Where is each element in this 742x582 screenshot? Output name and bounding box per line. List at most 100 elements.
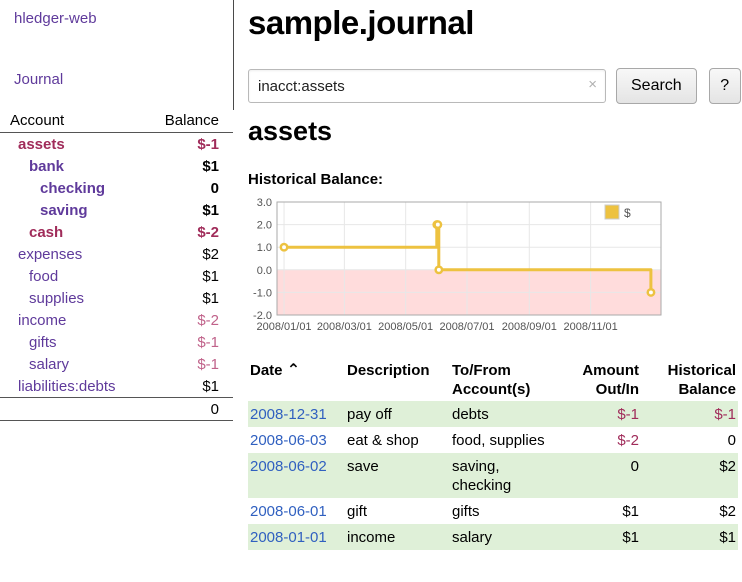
account-balance: $2 <box>202 245 219 263</box>
account-link[interactable]: salary <box>29 355 70 373</box>
account-row: food $1 <box>0 265 233 287</box>
col-amount[interactable]: Amount Out/In <box>582 362 639 398</box>
accounts-header-balance: Balance <box>164 112 219 129</box>
account-link[interactable]: assets <box>18 135 65 153</box>
transaction-balance: 0 <box>727 431 736 449</box>
transaction-date-link[interactable]: 2008-06-01 <box>250 502 327 520</box>
svg-text:-2.0: -2.0 <box>253 310 272 322</box>
account-link[interactable]: expenses <box>18 245 83 263</box>
register-table: Date ⌃ Description To/From Account(s) Am… <box>248 359 738 550</box>
search-button[interactable]: Search <box>616 68 697 104</box>
account-link[interactable]: cash <box>29 223 64 241</box>
transaction-date-link[interactable]: 2008-01-01 <box>250 528 327 546</box>
col-balance[interactable]: Historical Balance <box>667 362 736 398</box>
account-row: assets $-1 <box>0 133 233 155</box>
col-description[interactable]: Description <box>347 362 430 379</box>
transaction-accounts: salary <box>452 528 493 546</box>
account-link[interactable]: income <box>18 311 67 329</box>
accounts-rows: assets $-1 bank $1 checking 0 saving $1 … <box>0 133 233 397</box>
svg-text:2008/09/01: 2008/09/01 <box>502 321 557 333</box>
transaction-amount: $-2 <box>617 431 639 449</box>
account-balance: $1 <box>202 267 219 285</box>
svg-text:2008/05/01: 2008/05/01 <box>378 321 433 333</box>
account-balance: $1 <box>202 377 219 395</box>
transaction-description: eat & shop <box>347 431 419 449</box>
account-heading: assets <box>248 116 333 146</box>
transaction-balance: $1 <box>719 528 736 546</box>
svg-text:2008/01/01: 2008/01/01 <box>257 321 312 333</box>
svg-text:-1.0: -1.0 <box>253 287 272 299</box>
account-link[interactable]: liabilities:debts <box>18 377 116 395</box>
register-row: 2008-06-02 save saving, checking 0 $2 <box>248 453 738 498</box>
svg-text:2008/11/01: 2008/11/01 <box>564 321 618 333</box>
main-content: sample.journal × Search ? assets Histori… <box>248 0 742 550</box>
transaction-date-link[interactable]: 2008-12-31 <box>250 405 327 423</box>
account-balance: $1 <box>202 289 219 307</box>
register-row: 2008-12-31 pay off debts $-1 $-1 <box>248 401 738 427</box>
register-row: 2008-01-01 income salary $1 $1 <box>248 524 738 550</box>
transaction-balance: $-1 <box>714 405 736 423</box>
accounts-panel: Account Balance assets $-1 bank $1 check… <box>0 110 233 421</box>
accounts-header: Account Balance <box>0 110 233 133</box>
accounts-total: 0 <box>0 397 233 421</box>
account-link[interactable]: checking <box>40 179 106 197</box>
sidebar-divider <box>233 0 234 110</box>
sidebar-item-journal[interactable]: Journal <box>14 71 64 88</box>
help-button[interactable]: ? <box>708 68 741 104</box>
account-balance: 0 <box>210 179 219 197</box>
svg-text:2008/07/01: 2008/07/01 <box>439 321 494 333</box>
sidebar: hledger-web Journal Account Balance asse… <box>0 0 233 421</box>
transaction-accounts: gifts <box>452 502 480 520</box>
sort-asc-icon: ⌃ <box>286 362 301 379</box>
account-link[interactable]: supplies <box>29 289 85 307</box>
transaction-amount: 0 <box>630 457 639 475</box>
transaction-date-link[interactable]: 2008-06-02 <box>250 457 327 475</box>
account-row: expenses $2 <box>0 243 233 265</box>
search-form: × Search ? <box>248 68 742 104</box>
account-link[interactable]: saving <box>40 201 88 219</box>
accounts-header-account: Account <box>10 112 65 129</box>
account-row: saving $1 <box>0 199 233 221</box>
search-input[interactable] <box>248 69 606 103</box>
register-row: 2008-06-01 gift gifts $1 $2 <box>248 498 738 524</box>
transaction-balance: $2 <box>719 502 736 520</box>
app-title-link[interactable]: hledger-web <box>14 10 97 27</box>
account-balance: $-2 <box>197 223 219 241</box>
transaction-accounts: debts <box>452 405 489 423</box>
account-row: liabilities:debts $1 <box>0 375 233 397</box>
historical-balance-chart: 3.0 2.0 1.0 0.0 -1.0 -2.0 2008/01/01 2008/03/01… <box>248 197 668 339</box>
transaction-balance: $2 <box>719 457 736 475</box>
account-balance: $1 <box>202 201 219 219</box>
account-row: gifts $-1 <box>0 331 233 353</box>
svg-text:$: $ <box>624 206 631 220</box>
account-link[interactable]: gifts <box>29 333 57 351</box>
col-date-label: Date <box>250 362 283 379</box>
transaction-description: income <box>347 528 396 546</box>
transaction-amount: $1 <box>622 502 639 520</box>
clear-search-icon[interactable]: × <box>588 76 597 93</box>
transaction-accounts: saving, checking <box>452 457 512 494</box>
account-balance: $-1 <box>197 355 219 373</box>
transaction-description: save <box>347 457 379 475</box>
col-date[interactable]: Date ⌃ <box>248 359 345 401</box>
account-row: cash $-2 <box>0 221 233 243</box>
svg-text:0.0: 0.0 <box>257 265 272 277</box>
search-box: × <box>248 69 606 103</box>
account-balance: $-1 <box>197 333 219 351</box>
account-balance: $1 <box>202 157 219 175</box>
col-accounts[interactable]: To/From Account(s) <box>452 362 531 398</box>
register-header-row: Date ⌃ Description To/From Account(s) Am… <box>248 359 738 401</box>
chart-title: Historical Balance: <box>248 171 384 188</box>
account-row: income $-2 <box>0 309 233 331</box>
account-link[interactable]: bank <box>29 157 65 175</box>
account-link[interactable]: food <box>29 267 59 285</box>
register-row: 2008-06-03 eat & shop food, supplies $-2… <box>248 427 738 453</box>
account-row: supplies $1 <box>0 287 233 309</box>
account-row: checking 0 <box>0 177 233 199</box>
register-rows: 2008-12-31 pay off debts $-1 $-1 2008-06… <box>248 401 738 550</box>
transaction-date-link[interactable]: 2008-06-03 <box>250 431 327 449</box>
account-row: bank $1 <box>0 155 233 177</box>
svg-text:3.0: 3.0 <box>257 197 272 209</box>
svg-text:1.0: 1.0 <box>257 242 272 254</box>
